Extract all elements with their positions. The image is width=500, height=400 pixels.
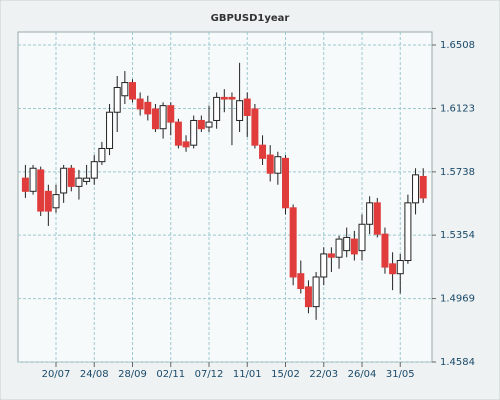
candle-body (220, 96, 228, 100)
x-tick-label: 24/08 (80, 369, 109, 380)
x-tick-label: 22/03 (309, 369, 338, 380)
candle-body (251, 108, 259, 146)
candle-body (60, 167, 68, 194)
candle-body (366, 202, 374, 225)
candle-body (121, 82, 129, 97)
x-tick-label: 26/04 (348, 369, 377, 380)
x-tick-label: 15/02 (271, 369, 300, 380)
candle-body (167, 105, 175, 123)
candle-body (259, 144, 267, 159)
candle-body (190, 119, 198, 146)
candle-body (144, 101, 152, 115)
candle-body (21, 177, 29, 192)
y-tick-label: 1.4584 (440, 357, 475, 368)
y-tick-label: 1.5354 (440, 230, 475, 241)
candle-body (136, 98, 144, 110)
candle-body (83, 177, 91, 182)
x-tick-label: 31/05 (386, 369, 415, 380)
candle-body (412, 174, 420, 204)
candle-body (304, 286, 312, 308)
candle-body (389, 263, 397, 275)
y-tick-label: 1.5738 (440, 167, 475, 178)
candle-body (213, 96, 221, 121)
candle-body (350, 238, 358, 255)
x-tick-label: 20/07 (42, 369, 71, 380)
candle-body (373, 202, 381, 235)
candle-body (358, 223, 366, 252)
candle-body (113, 87, 121, 113)
y-tick-label: 1.6508 (440, 40, 475, 51)
candle-body (174, 121, 182, 146)
candle-body (205, 121, 213, 128)
candle-body (419, 175, 427, 199)
candle-body (228, 96, 236, 100)
candle-body (37, 169, 45, 212)
candle-body (52, 194, 60, 209)
candle-body (320, 253, 328, 278)
candle-body (327, 253, 335, 258)
candle-body (289, 207, 297, 278)
candle-body (243, 98, 251, 117)
candle-body (67, 167, 75, 187)
candle-body (98, 147, 106, 163)
candle-body (297, 273, 305, 290)
x-tick-label: 02/11 (156, 369, 185, 380)
plot-area (17, 31, 433, 363)
y-tick-label: 1.6123 (440, 103, 475, 114)
y-tick-label: 1.4969 (440, 294, 475, 305)
candle-body (90, 161, 98, 179)
candle-body (106, 111, 114, 149)
candle-body (197, 119, 205, 130)
candle-body (282, 157, 289, 209)
candle-body (151, 108, 159, 130)
chart-title: GBPUSD1year (211, 13, 290, 24)
x-tick-label: 28/09 (118, 369, 147, 380)
candle-body (335, 238, 343, 258)
x-tick-label: 11/01 (233, 369, 262, 380)
candle-body (75, 177, 83, 187)
candle-body (129, 82, 136, 100)
candle-body (159, 105, 167, 130)
candle-body (312, 276, 320, 308)
candle-body (182, 141, 190, 148)
candle-body (236, 100, 244, 121)
candle-body (396, 260, 404, 275)
candle-body (274, 156, 282, 174)
candle-body (266, 154, 274, 174)
candle-body (381, 233, 389, 268)
candle-body (44, 190, 52, 212)
candle-body (343, 236, 351, 252)
candle-body (404, 202, 412, 262)
x-tick-label: 07/12 (195, 369, 224, 380)
candle-body (29, 167, 37, 192)
